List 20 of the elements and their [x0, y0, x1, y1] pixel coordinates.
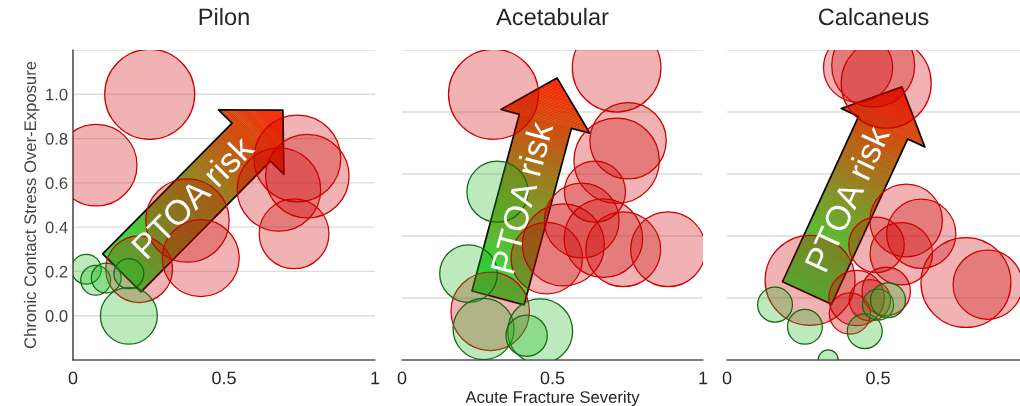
x-tick-label: 0.5 — [866, 371, 890, 385]
chart-title: Calcaneus — [818, 7, 929, 26]
x-tick-label: 0 — [722, 371, 732, 385]
chart-title: Acetabular — [496, 7, 609, 26]
x-tick-label: 0.5 — [212, 371, 236, 385]
x-tick-label: 0.5 — [540, 371, 565, 385]
x-tick-label: 1 — [371, 371, 380, 385]
y-tick-label: 0.4 — [45, 221, 68, 234]
y-tick-label: 0.2 — [45, 265, 68, 278]
x-tick-label: 1 — [699, 371, 708, 385]
y-tick-label: 0.0 — [45, 310, 68, 322]
x-axis-title: Acute Fracture Severity — [465, 390, 640, 406]
y-axis-title: Chronic Contact Stress Over-Exposure — [23, 61, 40, 349]
x-tick-label: 0 — [68, 371, 78, 385]
annotation: PTOA risk — [489, 119, 554, 274]
x-tick-label: 0 — [397, 371, 407, 385]
chart-title: Pilon — [199, 7, 249, 26]
y-tick-label: 0.6 — [45, 177, 68, 190]
y-tick-label: 1.0 — [46, 88, 68, 101]
y-tick-label: 0.8 — [45, 132, 68, 145]
